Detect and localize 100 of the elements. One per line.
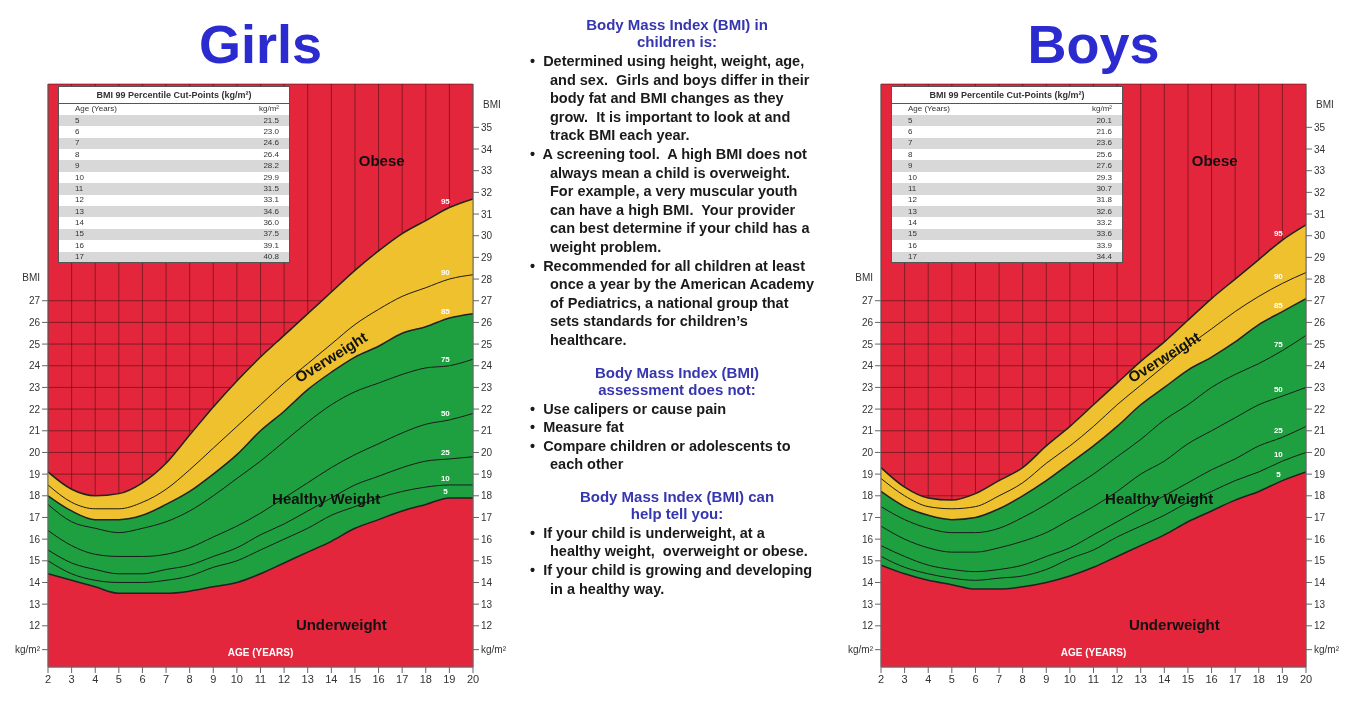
series-label: 10 [1273,450,1284,460]
annotation: 9 [74,160,81,172]
annotation: 40.8 [262,251,280,263]
x-tick-label: 11 [254,672,267,685]
x-tick-label: 2 [877,672,885,685]
annotation: Age (Years) [74,103,118,115]
annotation: 14 [907,217,918,229]
annotation: 33.2 [1095,217,1113,229]
x-tick-label: 10 [1063,672,1077,685]
y2-tick-label: 19 [1314,468,1326,480]
y2-tick-label: 19 [481,468,493,480]
annotation: 7 [74,137,81,150]
table-row: 16 33.9 [891,240,1123,252]
y2-tick-label: 22 [481,403,493,415]
x-tick-label: 19 [443,672,456,685]
x-tick-label: 3 [901,672,908,685]
annotation: 12 [74,194,85,207]
series-label: 25 [1273,426,1284,436]
y2-tick-label: 13 [1314,598,1326,610]
y2-tick-label: 20 [481,446,493,458]
table-row: 16 39.1 [58,240,290,252]
y2-tick-label: 26 [481,316,493,328]
y2-tick-label: 17 [481,512,493,524]
annotation: 28.2 [262,160,280,172]
x-tick-label: 15 [1181,672,1195,685]
annotation: 10 [74,171,85,184]
series-label: 95 [440,196,451,206]
line-series [881,451,1306,581]
annotation: 27.6 [1095,160,1113,172]
x-tick-label: 7 [162,672,170,685]
y2-tick-label: 23 [481,381,493,393]
series-label: 10 [440,473,451,483]
line-series [48,484,473,583]
y-tick-label: 16 [861,533,874,545]
line-series [48,456,473,575]
annotation: 7 [907,137,914,150]
annotation: Obese [358,151,405,169]
y-tick-label: 25 [861,338,874,350]
y-tick-label: 19 [28,468,41,480]
series-label: 50 [440,408,451,418]
x-axis-title: AGE (YEARS) [227,647,294,659]
line-series [881,334,1306,534]
annotation: 13 [74,206,85,218]
annotation: 24.6 [262,137,280,150]
x-tick-label: 20 [1299,672,1313,685]
annotation: 8 [907,149,914,161]
table-row: 13 34.6 [58,206,290,218]
annotation: 17 [74,251,85,263]
y-tick-label: 13 [28,598,41,610]
series-label: 5 [1276,469,1282,479]
annotation: 8 [74,149,81,161]
annotation: 36.0 [262,217,280,229]
y2-tick-label: 30 [1314,230,1326,242]
annotation: Age (Years) [907,103,951,115]
y2-tick-label: 17 [1314,512,1326,524]
x-tick-label: 4 [925,672,932,685]
y2-tick-label: 25 [481,338,493,350]
y2-tick-label: 32 [481,186,493,198]
series-label: 50 [1273,385,1284,395]
series-label: 90 [440,268,451,278]
annotation: 32.6 [1095,206,1113,218]
y2-tick-label: 34 [481,143,493,155]
annotation: 21.6 [1095,126,1113,138]
line-series [48,412,473,557]
annotation: 30.7 [1095,183,1113,195]
text: Body Mass Index (BMI) in children is: [585,16,769,50]
x-tick-label: 8 [186,672,193,685]
y2-tick-label: 29 [481,251,493,263]
series-label: 75 [440,354,451,364]
y2-tick-label: 18 [1314,490,1326,502]
y-tick-label: 26 [861,316,874,328]
y2-tick-label: kg/m² [481,644,507,656]
y2-tick-label: 26 [1314,316,1326,328]
y-tick-label: 12 [861,620,874,632]
table-header: BMI 99 Percentile Cut-Points (kg/m²) [891,86,1123,103]
series-label: 85 [440,307,451,317]
annotation: 37.5 [262,228,280,241]
table-row: 11 31.5 [58,183,290,195]
x-tick-label: 19 [1276,672,1289,685]
y2-tick-label: 12 [481,620,493,632]
table-row: 6 21.6 [891,126,1123,138]
y2-tick-label: 21 [1314,425,1326,437]
text: • Determined using height, weight, age, and sex. Girls and boys differ in their body fat and BMI changes as they grow. It is important to look at and track BMI each year. [530,52,811,145]
annotation: Underweight [1128,615,1220,633]
chart-title: Boys [1026,13,1161,76]
x-tick-label: 18 [419,672,432,685]
x-tick-label: 13 [301,672,314,685]
y-axis-title: BMI [854,272,874,284]
x-tick-label: 13 [1134,672,1147,685]
x-tick-label: 16 [1205,672,1218,685]
annotation: 10 [907,171,918,184]
y-tick-label: 21 [28,425,41,437]
annotation: 25.6 [1095,149,1113,161]
annotation: 12 [907,194,918,207]
annotation: 6 [907,126,914,138]
y-tick-label: 27 [861,295,874,307]
annotation: 16 [74,240,85,252]
table-row: 17 40.8 [58,251,290,263]
y2-tick-label: 34 [1314,143,1326,155]
y2-tick-label: 31 [481,208,493,220]
